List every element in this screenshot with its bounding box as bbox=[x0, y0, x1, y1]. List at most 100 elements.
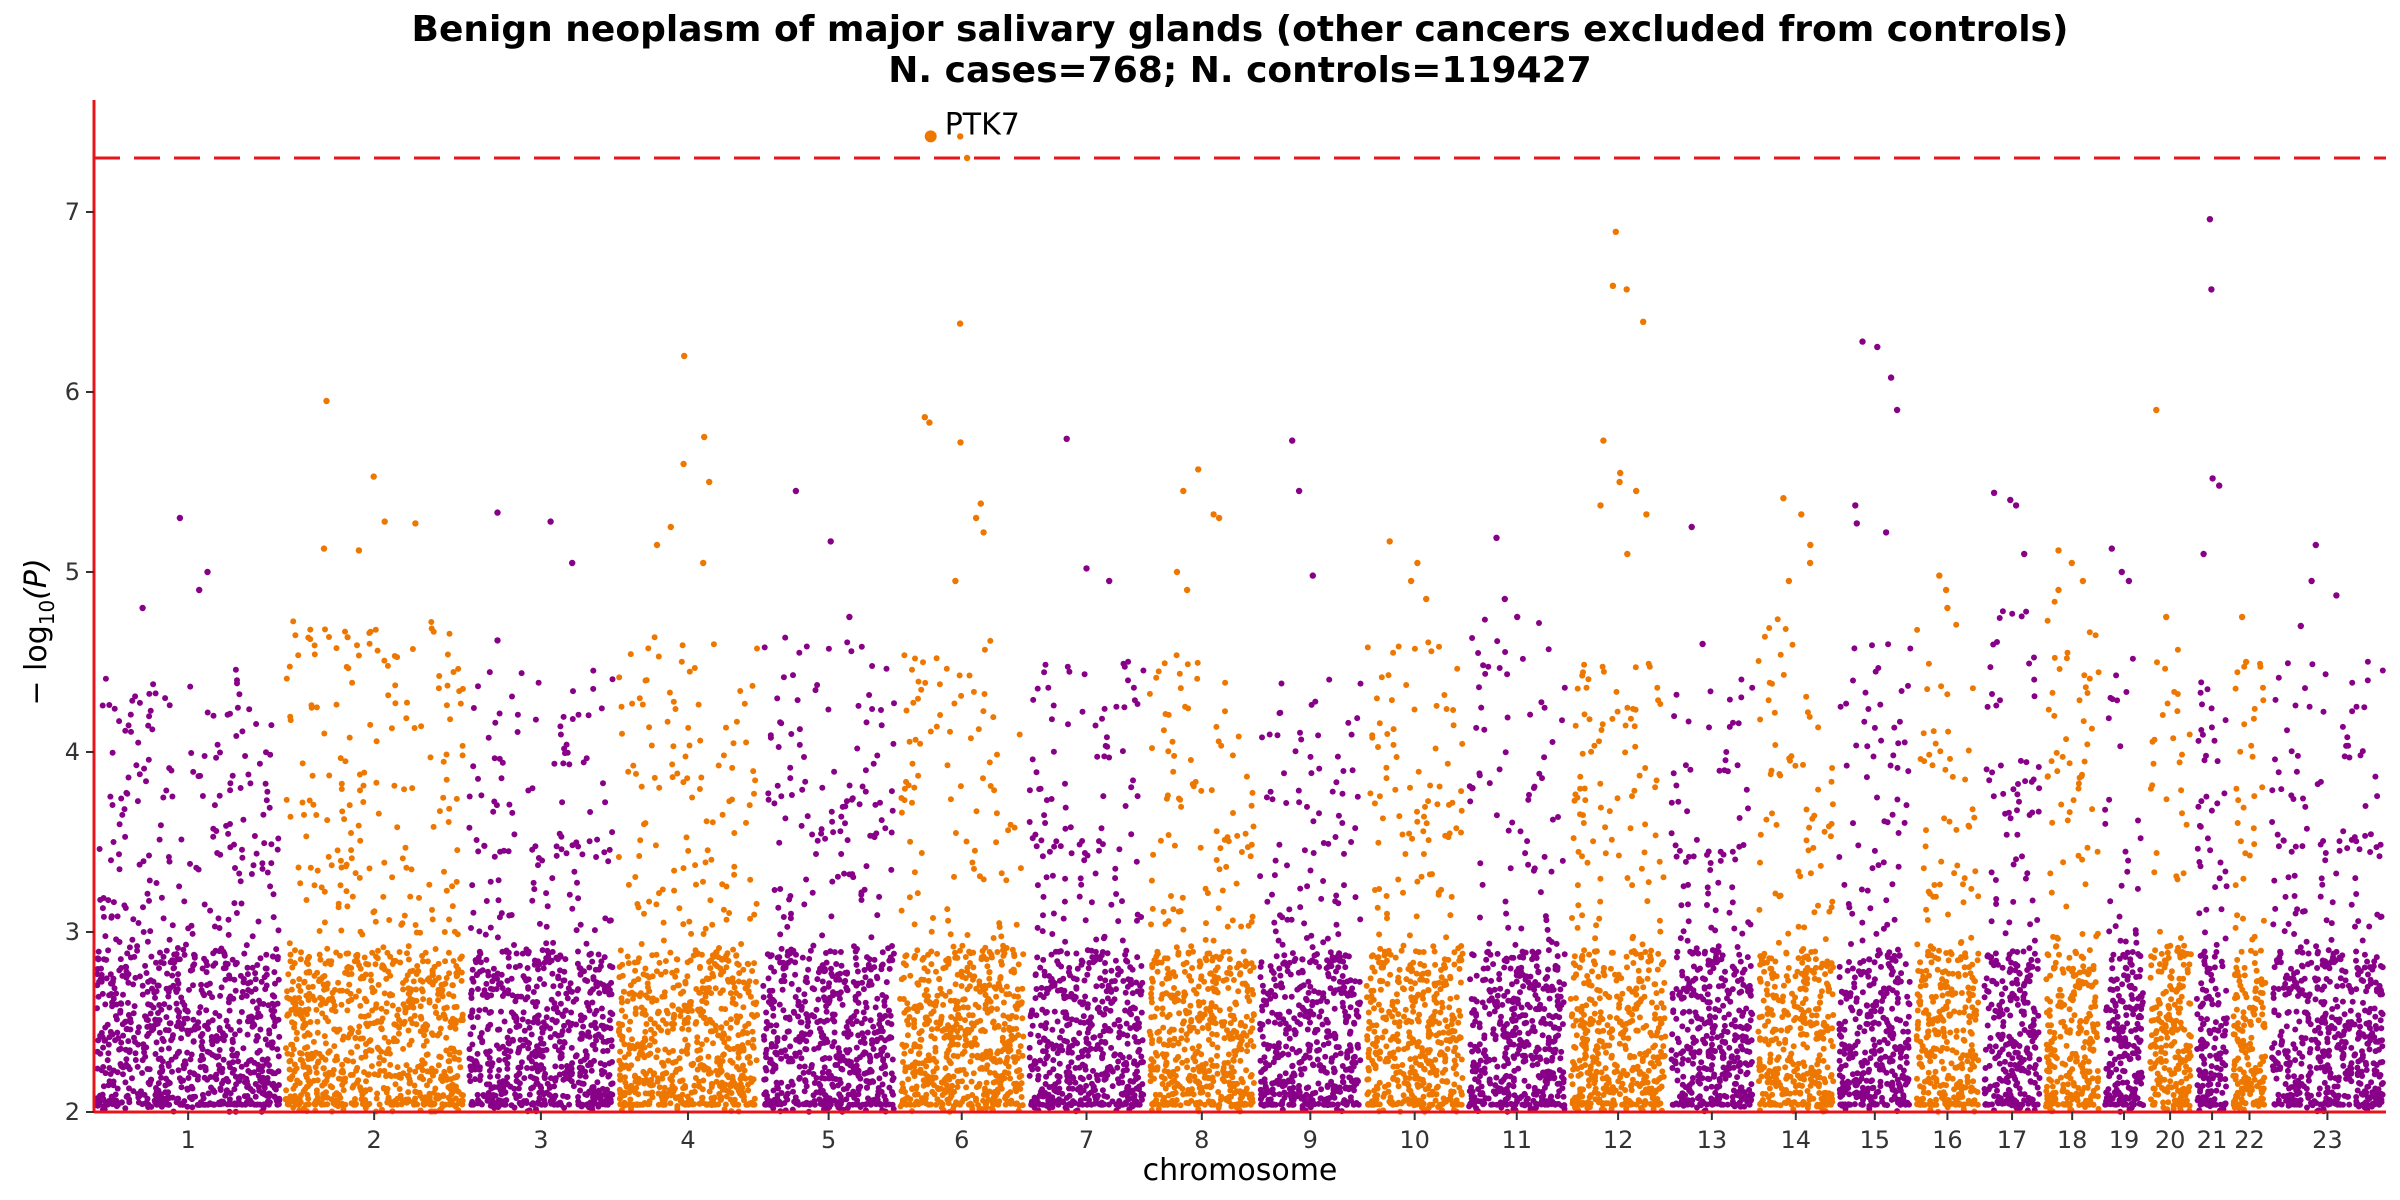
snp-point bbox=[879, 1081, 886, 1088]
snp-point bbox=[205, 1090, 212, 1097]
snp-point bbox=[1058, 1028, 1065, 1034]
snp-point bbox=[873, 830, 880, 837]
snp-point bbox=[367, 971, 374, 978]
snp-point bbox=[262, 780, 269, 787]
snp-point bbox=[694, 951, 701, 958]
snp-point bbox=[802, 1077, 809, 1084]
snp-point bbox=[878, 817, 885, 824]
snp-point bbox=[580, 1080, 587, 1087]
chromosome-6-points bbox=[897, 133, 1027, 1115]
snp-point bbox=[672, 1095, 679, 1102]
snp-point bbox=[321, 730, 328, 737]
snp-point bbox=[719, 1032, 726, 1039]
snp-point bbox=[867, 1058, 874, 1065]
snp-point bbox=[491, 853, 498, 860]
snp-point bbox=[783, 1053, 790, 1060]
snp-point bbox=[491, 755, 498, 762]
snp-point bbox=[601, 986, 608, 993]
snp-point bbox=[998, 933, 1005, 940]
snp-point bbox=[170, 959, 177, 966]
snp-point bbox=[483, 956, 490, 963]
snp-point bbox=[148, 953, 155, 960]
snp-point bbox=[110, 975, 117, 982]
snp-point bbox=[391, 653, 398, 659]
snp-point bbox=[790, 1088, 796, 1095]
snp-point bbox=[670, 1025, 676, 1032]
snp-point bbox=[607, 1099, 614, 1106]
snp-point bbox=[339, 1081, 346, 1088]
snp-point bbox=[813, 1089, 820, 1096]
snp-point bbox=[605, 1037, 612, 1044]
snp-point bbox=[107, 971, 114, 978]
snp-point bbox=[990, 935, 997, 941]
snp-point bbox=[547, 1034, 554, 1041]
snp-point bbox=[125, 979, 132, 986]
snp-point bbox=[254, 1049, 261, 1056]
snp-point bbox=[733, 952, 740, 959]
snp-point bbox=[456, 1049, 463, 1056]
snp-point bbox=[480, 1092, 487, 1098]
snp-point bbox=[1007, 821, 1014, 828]
snp-point bbox=[100, 1103, 107, 1110]
snp-point bbox=[589, 958, 596, 965]
snp-point bbox=[945, 917, 952, 924]
snp-point bbox=[811, 1080, 818, 1086]
snp-point bbox=[742, 1075, 749, 1082]
snp-point bbox=[715, 1101, 722, 1108]
snp-point bbox=[878, 707, 884, 713]
snp-point bbox=[858, 897, 865, 903]
snp-point bbox=[262, 1036, 269, 1043]
snp-point bbox=[852, 993, 859, 1000]
snp-point bbox=[855, 1084, 862, 1091]
snp-point bbox=[224, 711, 231, 718]
snp-point bbox=[414, 963, 421, 969]
snp-point bbox=[487, 924, 494, 931]
snp-point bbox=[311, 1100, 318, 1107]
snp-point bbox=[591, 1011, 598, 1017]
snp-point bbox=[903, 707, 910, 714]
snp-point bbox=[535, 958, 541, 965]
snp-point bbox=[249, 1088, 256, 1095]
snp-point bbox=[1000, 942, 1007, 949]
snp-point bbox=[512, 998, 519, 1005]
snp-point bbox=[134, 1063, 141, 1070]
snp-point bbox=[386, 917, 393, 923]
snp-point bbox=[568, 1078, 575, 1085]
snp-point bbox=[276, 1033, 283, 1040]
snp-point bbox=[411, 1012, 418, 1019]
snp-point bbox=[381, 657, 388, 664]
snp-point bbox=[443, 1076, 450, 1083]
snp-point bbox=[167, 985, 174, 991]
snp-point bbox=[190, 1016, 197, 1023]
snp-point bbox=[293, 1036, 300, 1043]
snp-point bbox=[476, 1077, 483, 1083]
snp-point bbox=[195, 866, 202, 873]
snp-point bbox=[135, 920, 142, 926]
snp-point bbox=[274, 1101, 281, 1108]
snp-point bbox=[102, 675, 109, 682]
snp-point bbox=[521, 1075, 528, 1082]
snp-point bbox=[891, 700, 897, 707]
snp-point bbox=[911, 921, 918, 928]
snp-point bbox=[331, 1002, 338, 1009]
snp-point bbox=[745, 1087, 752, 1094]
snp-point bbox=[374, 1044, 381, 1051]
snp-point bbox=[126, 1049, 133, 1055]
snp-point bbox=[331, 1043, 338, 1050]
snp-point bbox=[493, 1042, 500, 1049]
snp-point bbox=[703, 818, 710, 825]
snp-point bbox=[131, 1003, 138, 1010]
snp-point bbox=[397, 1092, 404, 1099]
snp-point bbox=[310, 801, 317, 808]
snp-point bbox=[326, 634, 332, 640]
snp-point bbox=[577, 1070, 584, 1077]
snp-point bbox=[775, 744, 782, 750]
snp-point bbox=[335, 1075, 342, 1082]
snp-point bbox=[863, 1004, 870, 1011]
snp-point bbox=[806, 955, 813, 962]
snp-point bbox=[691, 665, 698, 671]
snp-point bbox=[344, 1007, 351, 1014]
snp-point bbox=[964, 932, 971, 938]
snp-point bbox=[1122, 989, 1129, 996]
snp-point bbox=[853, 1062, 860, 1069]
